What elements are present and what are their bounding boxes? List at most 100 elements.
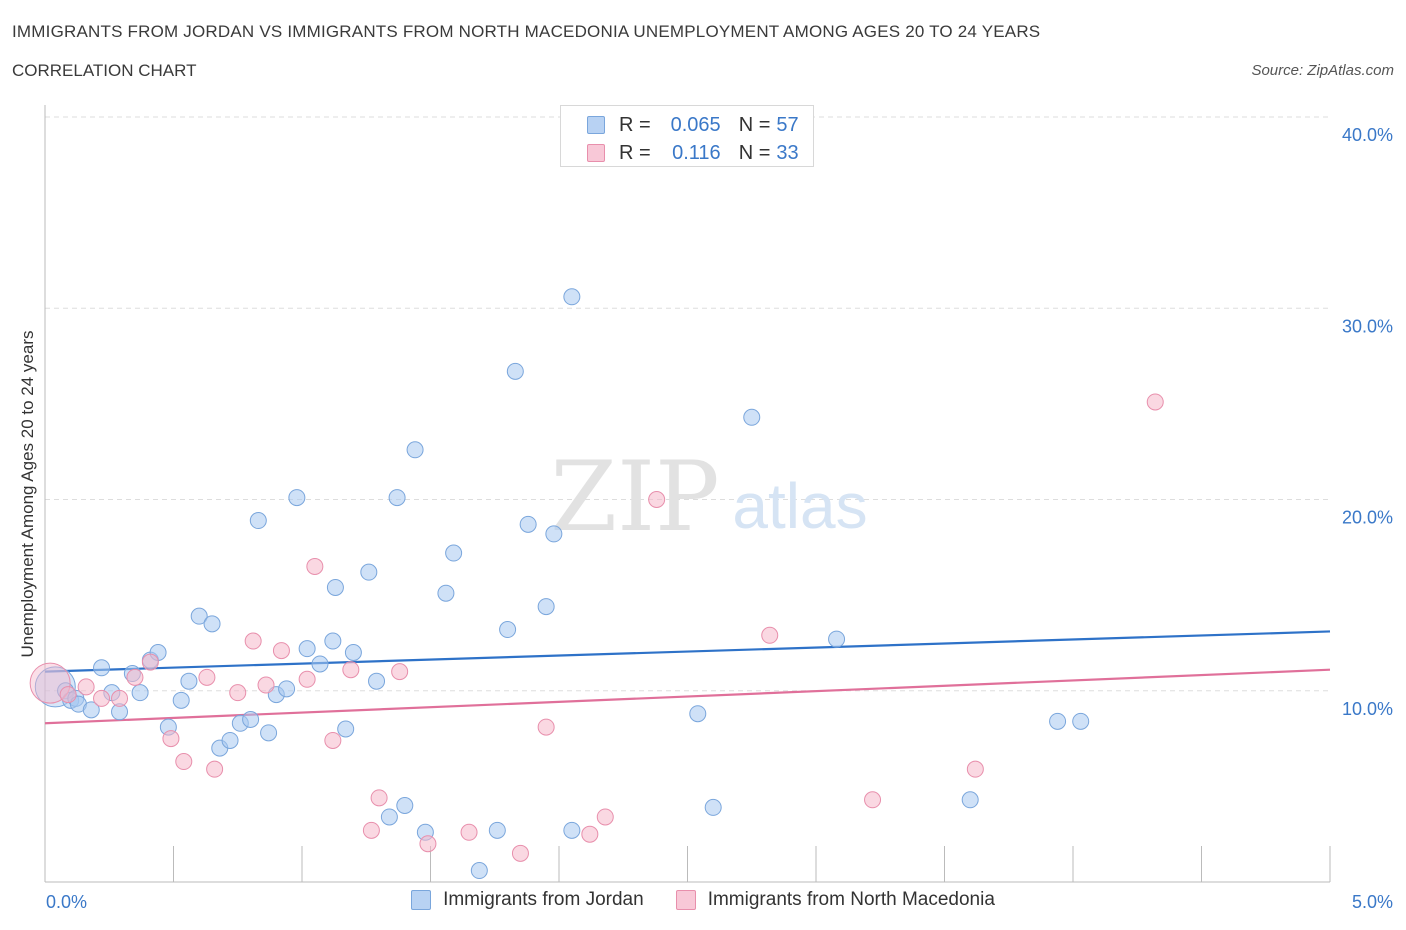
jordan-point xyxy=(278,680,296,698)
watermark-zip: ZIP xyxy=(550,441,719,553)
north-macedonia-point xyxy=(77,678,95,696)
north-macedonia-point xyxy=(596,808,614,826)
r-value: 0.116 xyxy=(672,141,721,164)
jordan-point xyxy=(242,710,260,728)
legend-label: Immigrants from North Macedonia xyxy=(707,889,995,910)
jordan-point xyxy=(180,672,198,690)
jordan-point xyxy=(324,632,342,650)
north-macedonia-point xyxy=(111,689,129,707)
jordan-point xyxy=(396,797,414,814)
y-tick-label: 40.0% xyxy=(1342,125,1393,145)
jordan-point xyxy=(519,515,537,533)
jordan-point xyxy=(743,408,761,426)
legend-label: Immigrants from Jordan xyxy=(443,889,644,910)
watermark: ZIP atlas xyxy=(550,441,867,553)
watermark-atlas: atlas xyxy=(732,470,867,542)
legend-row-jordan: R = 0.065 N = 57 xyxy=(587,113,799,137)
north-macedonia-point xyxy=(966,760,984,778)
north-macedonia-point xyxy=(391,663,409,681)
north-macedonia-point xyxy=(362,821,380,839)
x-tick-label: 0.0% xyxy=(46,892,87,912)
pink-swatch xyxy=(587,144,605,162)
jordan-point xyxy=(380,808,398,826)
jordan-point xyxy=(344,644,362,661)
north-macedonia-point xyxy=(175,753,193,771)
jordan-point xyxy=(298,640,316,658)
north-macedonia-point xyxy=(864,791,882,809)
jordan-point xyxy=(172,691,190,709)
jordan-point xyxy=(368,672,386,690)
legend-row-north-macedonia: R = 0.116 N = 33 xyxy=(587,141,799,165)
north-macedonia-point xyxy=(198,668,216,686)
pink-swatch xyxy=(675,890,696,910)
north-macedonia-point xyxy=(126,668,144,686)
north-macedonia-point xyxy=(244,632,262,650)
north-macedonia-point xyxy=(257,676,275,694)
y-tick-label: 30.0% xyxy=(1342,316,1393,336)
n-label: N = xyxy=(738,113,771,136)
jordan-point xyxy=(1072,712,1090,730)
jordan-point xyxy=(221,731,239,749)
jordan-point xyxy=(445,544,463,562)
jordan-point xyxy=(563,821,581,839)
r-label: R = xyxy=(619,113,651,136)
north-macedonia-point xyxy=(460,823,478,841)
r-label: R = xyxy=(619,141,651,164)
north-macedonia-point xyxy=(298,670,316,688)
jordan-point xyxy=(388,489,406,507)
north-macedonia-point xyxy=(141,653,159,671)
jordan-trend-line xyxy=(44,630,1331,673)
n-label: N = xyxy=(738,141,771,164)
series-legend: Immigrants from Jordan Immigrants from N… xyxy=(0,889,1406,911)
jordan-point xyxy=(326,578,344,596)
north-macedonia-point xyxy=(342,661,360,679)
jordan-point xyxy=(828,630,846,648)
jordan-point xyxy=(1049,712,1067,730)
blue-swatch xyxy=(411,890,432,910)
legend-item-north-macedonia[interactable]: Immigrants from North Macedonia xyxy=(675,889,995,911)
jordan-point xyxy=(563,288,581,306)
y-axis-label: Unemployment Among Ages 20 to 24 years xyxy=(18,331,37,658)
y-tick-label: 20.0% xyxy=(1342,508,1393,528)
jordan-point xyxy=(437,584,455,602)
jordan-point xyxy=(470,862,488,880)
jordan-point xyxy=(203,615,221,633)
north-macedonia-point xyxy=(93,689,111,707)
north-macedonia-trend-line xyxy=(44,668,1331,725)
north-macedonia-point xyxy=(511,844,529,862)
jordan-point xyxy=(190,607,208,625)
jordan-point xyxy=(488,821,506,839)
jordan-point xyxy=(288,489,306,507)
blue-swatch xyxy=(587,116,605,134)
chart-title: IMMIGRANTS FROM JORDAN VS IMMIGRANTS FRO… xyxy=(12,22,1041,41)
jordan-point xyxy=(82,701,100,719)
jordan-point xyxy=(337,720,355,738)
north-macedonia-point xyxy=(419,835,437,853)
jordan-point xyxy=(506,362,524,380)
jordan-point xyxy=(131,684,149,702)
jordan-point xyxy=(545,525,563,543)
jordan-point xyxy=(406,441,424,459)
north-macedonia-point xyxy=(1146,393,1164,411)
source-credit: Source: ZipAtlas.com xyxy=(1251,62,1394,79)
north-macedonia-point xyxy=(581,825,599,843)
jordan-point xyxy=(704,798,722,816)
north-macedonia-point xyxy=(370,789,388,807)
axes xyxy=(44,105,1331,883)
n-value: 33 xyxy=(776,141,799,164)
correlation-legend: R = 0.065 N = 57 R = 0.116 N = 33 xyxy=(560,105,814,167)
north-macedonia-point xyxy=(162,730,180,748)
grid-lines xyxy=(45,116,1330,692)
north-macedonia-point xyxy=(648,491,666,508)
jordan-point xyxy=(93,659,111,677)
y-tick-label: 10.0% xyxy=(1342,699,1393,719)
north-macedonia-point xyxy=(761,626,779,644)
chart-subtitle: CORRELATION CHART xyxy=(12,61,197,80)
r-value: 0.065 xyxy=(670,113,721,136)
legend-item-jordan[interactable]: Immigrants from Jordan xyxy=(411,889,644,911)
jordan-point xyxy=(311,655,329,673)
north-macedonia-point xyxy=(59,686,77,704)
n-value: 57 xyxy=(776,113,799,136)
north-macedonia-point xyxy=(306,557,324,575)
